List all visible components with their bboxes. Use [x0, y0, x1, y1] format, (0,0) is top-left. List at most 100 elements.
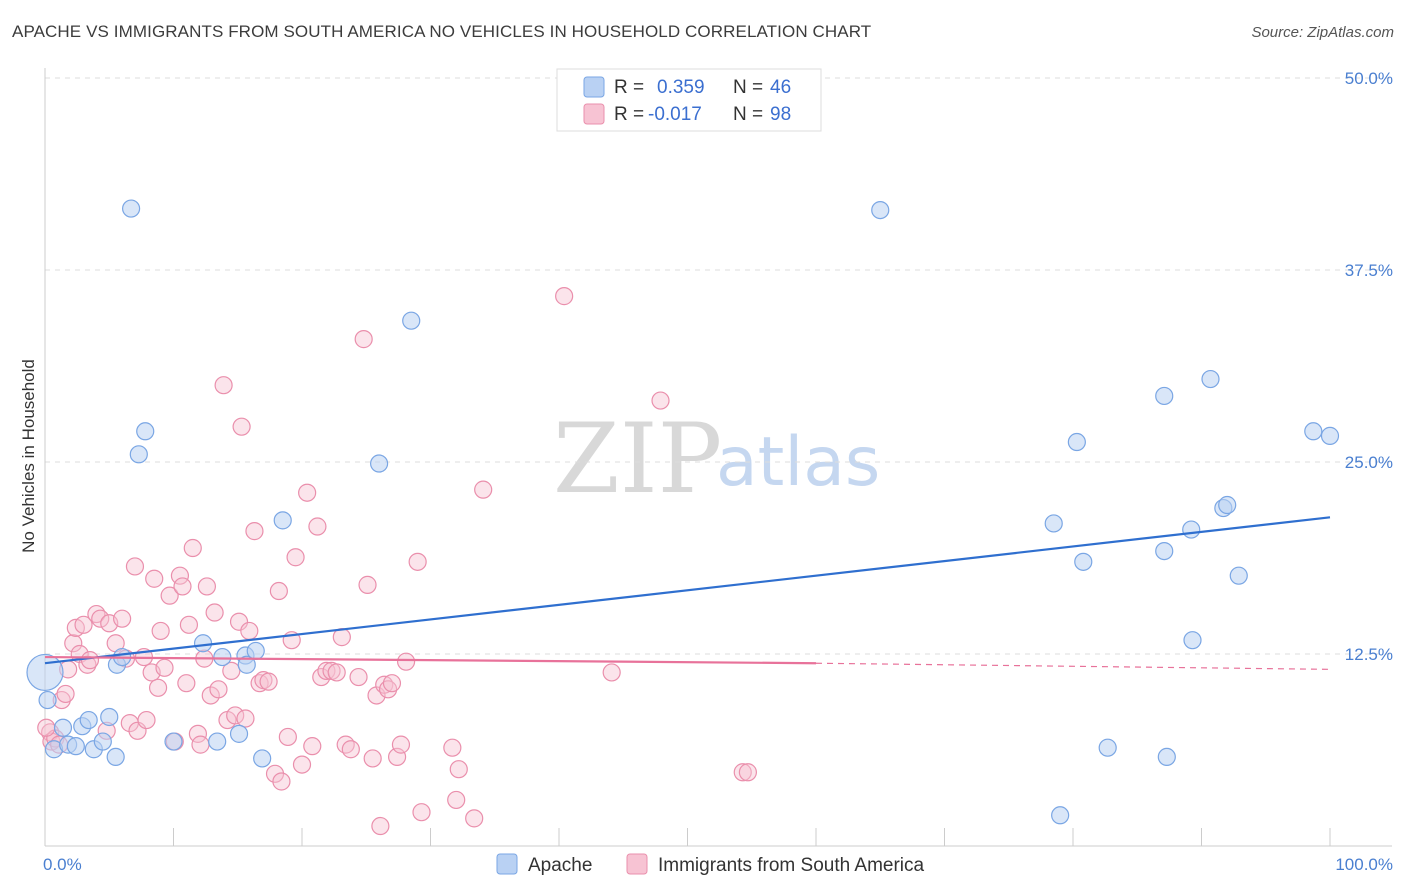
bottom-legend-swatch-immigrants	[626, 853, 648, 875]
immigrants-point	[272, 772, 291, 791]
immigrants-point	[226, 706, 245, 725]
immigrants-point	[188, 724, 208, 743]
immigrants-point	[651, 391, 670, 410]
immigrants-point	[151, 621, 170, 641]
watermark-zip: ZIP	[553, 403, 722, 515]
apache-point	[402, 311, 421, 330]
apache-point	[164, 732, 183, 751]
legend-r-label-1: R =	[614, 77, 644, 98]
apache-point	[121, 199, 141, 218]
legend-swatch-apache	[583, 76, 605, 98]
immigrants-point	[240, 621, 259, 641]
immigrants-point	[56, 684, 75, 704]
legend-n-value-2: 98	[770, 104, 791, 125]
immigrants-point	[112, 609, 132, 628]
apache-point	[1155, 541, 1174, 561]
immigrants-point	[363, 749, 382, 768]
apache-point	[370, 454, 389, 473]
immigrants-point	[382, 674, 402, 693]
chart-title: APACHE VS IMMIGRANTS FROM SOUTH AMERICA …	[12, 22, 872, 41]
immigrants-point	[358, 575, 377, 594]
apache-point	[1098, 738, 1117, 757]
apache-point	[208, 732, 227, 751]
immigrants-trendline-dashed	[815, 662, 1331, 670]
immigrants-point	[91, 609, 110, 628]
immigrants-point	[177, 674, 196, 693]
apache-point	[1201, 369, 1220, 389]
immigrants-point	[160, 586, 179, 605]
apache-point	[871, 200, 890, 220]
immigrants-point	[209, 680, 228, 699]
immigrants-point	[602, 663, 621, 682]
immigrants-point	[298, 483, 317, 502]
apache-point	[237, 655, 256, 674]
immigrants-trendline	[44, 655, 817, 665]
bottom-legend: Apache Immigrants from South America	[496, 853, 925, 876]
y-tick-labels: 12.5% 25.0% 37.5% 50.0%	[1345, 69, 1393, 664]
immigrants-point	[229, 612, 249, 631]
immigrants-point	[447, 790, 466, 810]
immigrants-point	[308, 517, 327, 536]
y-tick-label-2: 37.5%	[1345, 261, 1393, 280]
legend-n-label-1: N =	[733, 77, 763, 98]
apache-points	[26, 199, 1340, 825]
immigrants-point	[303, 737, 322, 756]
immigrants-point	[474, 480, 493, 499]
apache-point	[93, 732, 112, 751]
trendlines	[44, 516, 1331, 670]
apache-point	[79, 710, 98, 730]
y-tick-label-1: 25.0%	[1345, 453, 1393, 472]
apache-point	[129, 445, 148, 464]
apache-trendline	[44, 516, 1331, 665]
immigrants-point	[292, 755, 312, 774]
immigrants-point	[449, 760, 468, 779]
immigrants-point	[733, 763, 752, 782]
apache-point	[1304, 422, 1323, 441]
legend-r-label-2: R =	[614, 104, 644, 125]
immigrants-point	[170, 566, 190, 585]
immigrants-point	[183, 538, 202, 558]
immigrants-point	[269, 581, 288, 601]
legend-r-value-2: -0.017	[648, 104, 702, 125]
apache-point	[1074, 552, 1093, 571]
immigrants-point	[214, 376, 233, 395]
apache-point	[229, 724, 249, 743]
immigrants-point	[155, 658, 174, 677]
apache-point	[26, 653, 64, 692]
immigrants-point	[179, 615, 199, 634]
immigrants-point	[354, 330, 373, 349]
immigrants-point	[371, 816, 390, 836]
source-label: Source: ZipAtlas.com	[1251, 24, 1394, 41]
bottom-legend-swatch-apache	[496, 853, 518, 875]
immigrants-point	[259, 672, 278, 691]
y-axis-title: No Vehicles in Household	[19, 359, 38, 553]
immigrants-point	[145, 569, 164, 588]
immigrants-point	[205, 603, 224, 622]
apache-point	[1218, 495, 1237, 515]
immigrants-point	[74, 615, 93, 634]
top-legend: R = 0.359 N = 46 R = -0.017 N = 98	[556, 68, 822, 132]
immigrants-point	[286, 548, 305, 567]
y-tick-label-0: 12.5%	[1345, 645, 1393, 664]
apache-point	[1320, 426, 1340, 445]
immigrants-point	[465, 809, 484, 828]
immigrants-point	[125, 557, 145, 576]
immigrants-point	[148, 678, 168, 697]
watermark: ZIP atlas	[553, 403, 880, 515]
immigrants-point	[408, 552, 427, 571]
apache-point	[1182, 520, 1201, 539]
immigrants-point	[412, 803, 431, 822]
apache-point	[1229, 566, 1248, 585]
legend-n-value-1: 46	[770, 77, 791, 98]
immigrants-point	[327, 663, 346, 682]
apache-point	[38, 690, 57, 710]
immigrants-point	[37, 718, 56, 737]
immigrants-point	[173, 577, 192, 596]
immigrants-points	[37, 287, 757, 836]
apache-point	[1051, 806, 1070, 825]
immigrants-point	[278, 727, 297, 747]
immigrants-point	[555, 287, 574, 306]
x-tick-labels: 0.0% 100.0%	[43, 855, 1393, 874]
x-tick-label-1: 100.0%	[1335, 855, 1393, 874]
